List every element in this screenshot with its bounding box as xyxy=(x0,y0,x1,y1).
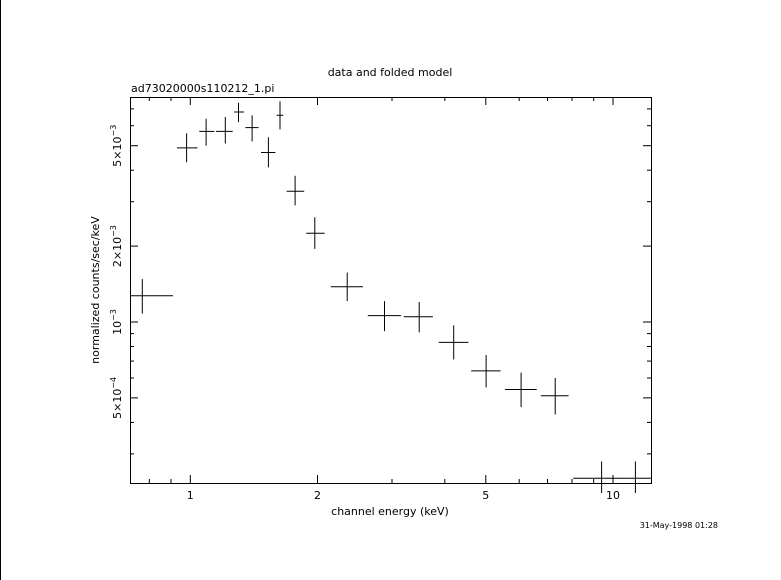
plot-frame xyxy=(130,97,652,484)
data-point xyxy=(216,117,233,144)
data-point xyxy=(130,279,173,314)
x-tick-label: 2 xyxy=(314,489,321,502)
x-axis-label: channel energy (keV) xyxy=(331,505,449,518)
data-point xyxy=(286,175,305,206)
data-point xyxy=(438,325,469,360)
x-tick-label: 10 xyxy=(606,489,620,502)
data-point xyxy=(628,461,651,493)
data-points xyxy=(130,101,651,493)
y-axis-label: normalized counts/sec/keV xyxy=(89,216,102,364)
y-tick-label: 10−3 xyxy=(109,309,124,335)
window-edge xyxy=(0,0,1,580)
data-point xyxy=(261,137,276,168)
data-point xyxy=(199,118,215,146)
data-point xyxy=(573,461,629,493)
chart-subtitle: ad73020000s110212_1.pi xyxy=(131,82,274,95)
y-tick-label: 5×10−3 xyxy=(109,125,124,167)
data-point xyxy=(330,272,363,302)
data-point xyxy=(504,372,537,408)
data-point xyxy=(177,133,198,163)
y-tick-label: 5×10−4 xyxy=(109,377,124,419)
data-point xyxy=(540,378,569,415)
data-point xyxy=(234,102,244,123)
data-point xyxy=(471,355,501,388)
chart-title: data and folded model xyxy=(328,66,453,79)
data-point xyxy=(245,115,259,142)
axis-ticks xyxy=(130,97,651,483)
y-tick-label: 2×10−3 xyxy=(109,225,124,267)
x-tick-label: 5 xyxy=(482,489,489,502)
axis-tick-labels: 1 2 5 10 5×10−4 10−3 2×10−3 5×10−3 xyxy=(109,125,620,502)
data-point xyxy=(403,302,433,333)
data-point xyxy=(276,101,284,130)
timestamp: 31-May-1998 01:28 xyxy=(640,521,718,530)
data-point xyxy=(306,217,325,249)
x-tick-label: 1 xyxy=(187,489,194,502)
data-point xyxy=(367,301,401,332)
